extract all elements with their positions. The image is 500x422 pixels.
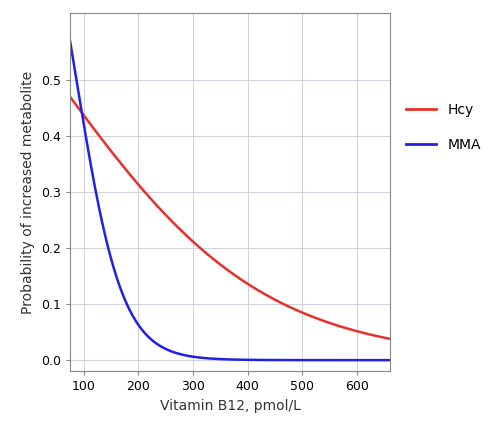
Hcy [67,94,73,99]
Line: Hcy: Hcy [70,97,390,339]
Hcy [319,318,325,323]
Legend: Hcy, MMA: Hcy, MMA [400,97,486,157]
MMA [319,357,325,362]
Hcy [214,260,220,265]
Line: MMA: MMA [70,41,390,360]
MMA [378,357,384,362]
Hcy [378,334,384,339]
MMA [214,357,220,362]
MMA [67,38,73,43]
MMA [387,357,393,362]
Hcy [387,336,393,341]
Y-axis label: Probability of increased metabolite: Probability of increased metabolite [22,70,36,314]
MMA [378,357,384,362]
Hcy [222,266,228,271]
MMA [222,357,228,362]
X-axis label: Vitamin B12, pmol/L: Vitamin B12, pmol/L [160,399,300,413]
Hcy [84,116,89,121]
Hcy [378,334,384,339]
MMA [84,137,89,142]
